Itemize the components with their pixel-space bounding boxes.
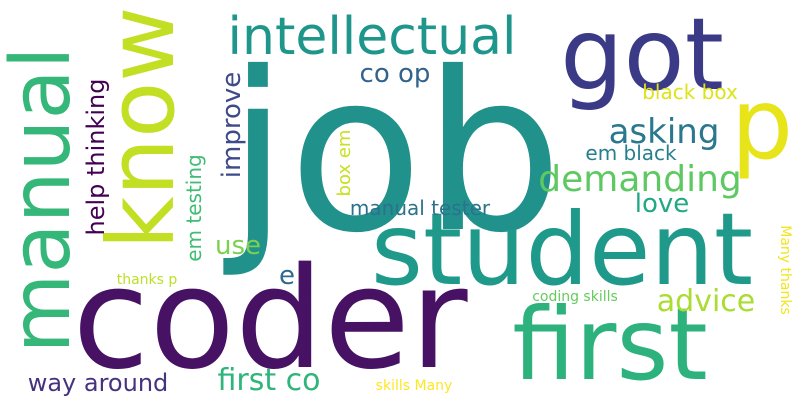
word-many-thanks: Many thanks <box>777 225 793 315</box>
word-box-em: box em <box>334 129 355 197</box>
word-first-large: first <box>512 286 708 400</box>
word-em-testing: em testing <box>182 154 206 262</box>
word-student: student <box>370 191 754 308</box>
word-manual-tester: manual tester <box>349 196 491 220</box>
word-got: got <box>560 0 724 113</box>
word-love: love <box>634 189 690 219</box>
word-way-around: way around <box>27 369 169 397</box>
word-job: job <box>227 25 563 281</box>
word-e: e <box>279 261 295 291</box>
word-coder: coder <box>72 238 468 400</box>
word-use: use <box>214 231 262 261</box>
word-improve: improve <box>217 71 247 179</box>
word-p: p <box>730 68 794 182</box>
word-advice: advice <box>656 284 756 319</box>
word-intellectual: intellectual <box>227 7 517 67</box>
word-thanks-p: thanks p <box>116 272 178 288</box>
word-em-black: em black <box>585 141 677 165</box>
word-manual: manual <box>0 46 89 354</box>
word-first-co: first co <box>217 363 321 398</box>
word-co-op: co op <box>359 59 431 89</box>
word-demanding: demanding <box>538 159 742 200</box>
word-help-thinking: help thinking <box>82 78 110 236</box>
word-skills-many: skills Many <box>375 378 453 394</box>
word-asking: asking <box>608 112 720 152</box>
word-coding-skills: coding skills <box>532 289 618 305</box>
word-black-box: black box <box>642 80 738 104</box>
